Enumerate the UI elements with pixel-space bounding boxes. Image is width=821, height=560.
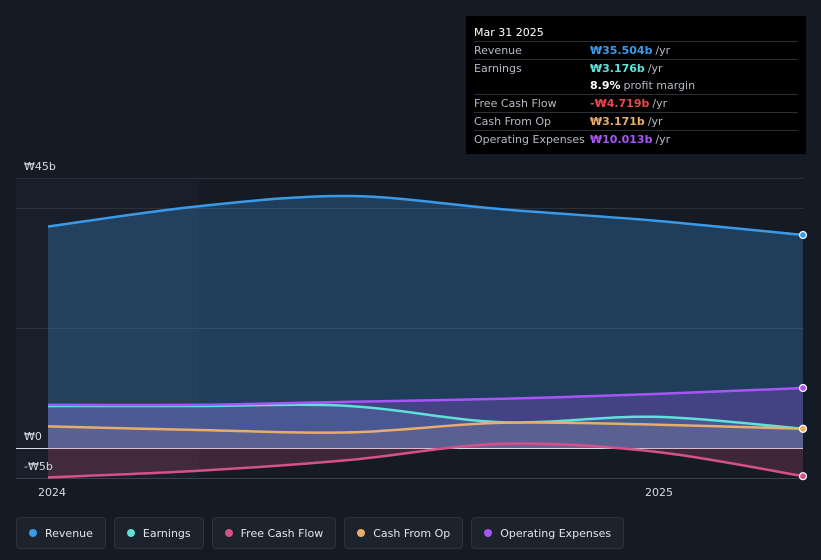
legend-label: Revenue [45,526,93,540]
tooltip-row-earnings: Earnings ₩3.176b /yr [474,59,798,77]
area-revenue [48,195,803,448]
legend-label: Cash From Op [373,526,451,540]
legend-label: Earnings [142,526,191,540]
line-revenue [47,194,804,237]
series-fills [48,195,803,478]
tooltip-unit: /yr [655,44,671,57]
tooltip-label: Cash From Op [474,115,552,128]
tooltip-value: -₩4.719b [590,97,650,110]
tooltip-value: ₩10.013b [590,133,653,146]
tooltip-value: ₩35.504b [590,44,653,57]
legend-item-earnings[interactable]: Earnings [113,517,204,549]
tooltip-label: Earnings [474,62,522,75]
y-tick-label-minus-5b: -₩5b [24,460,53,473]
tooltip-row-operating-expenses: Operating Expenses ₩10.013b /yr [474,130,798,148]
area-operating-expenses [48,388,803,448]
legend-label: Free Cash Flow [240,526,324,540]
legend-item-free-cash-flow[interactable]: Free Cash Flow [211,517,337,549]
end-point-free-cash-flow [798,472,808,481]
tooltip-date: Mar 31 2025 [474,26,544,39]
tooltip-unit: profit margin [623,79,696,92]
line-operating-expenses [47,386,804,407]
legend-dot-icon [224,529,233,537]
end-point-cash-from-op [798,424,808,433]
tooltip-row-profit-margin: 8.9% profit margin [474,77,798,94]
series-lines [47,194,804,479]
legend-item-cash-from-op[interactable]: Cash From Op [344,517,464,549]
tooltip-unit: /yr [647,62,663,75]
legend-dot-icon [357,529,366,537]
tooltip-unit: /yr [652,97,668,110]
tooltip: Mar 31 2025 Revenue ₩35.504b /yr Earning… [466,16,806,154]
legend-dot-icon [126,529,135,537]
area-free-cash-flow [48,443,803,478]
tooltip-unit: /yr [655,133,671,146]
tooltip-value: 8.9% [590,79,621,92]
tooltip-row-revenue: Revenue ₩35.504b /yr [474,41,798,59]
chart: ₩45b ₩0 -₩5b 2024 2025 [16,160,808,499]
x-tick-label-2024: 2024 [38,486,66,499]
legend-dot-icon [29,529,37,537]
tooltip-row-free-cash-flow: Free Cash Flow -₩4.719b /yr [474,94,798,112]
legend-label: Operating Expenses [500,526,612,540]
tooltip-label: Revenue [474,44,522,57]
legend-item-revenue[interactable]: Revenue [16,517,106,549]
tooltip-label: Free Cash Flow [474,97,557,110]
line-cash-from-op [47,421,804,434]
end-point-operating-expenses [798,383,808,393]
area-cash-from-op [48,422,803,448]
tooltip-label [474,77,590,94]
y-tick-label-0: ₩0 [24,430,42,443]
tooltip-label: Operating Expenses [474,133,585,146]
line-free-cash-flow [47,442,804,479]
series-end-points [798,230,808,481]
legend-dot-icon [484,529,493,537]
tooltip-row-cash-from-op: Cash From Op ₩3.171b /yr [474,112,798,130]
tooltip-unit: /yr [647,115,663,128]
end-point-revenue [798,230,808,240]
legend: Revenue Earnings Free Cash Flow Cash Fro… [16,517,625,549]
y-tick-label-45b: ₩45b [24,160,56,173]
tooltip-value: ₩3.176b [590,62,645,75]
x-tick-label-2025: 2025 [645,486,673,499]
legend-item-operating-expenses[interactable]: Operating Expenses [471,517,625,549]
tooltip-value: ₩3.171b [590,115,645,128]
